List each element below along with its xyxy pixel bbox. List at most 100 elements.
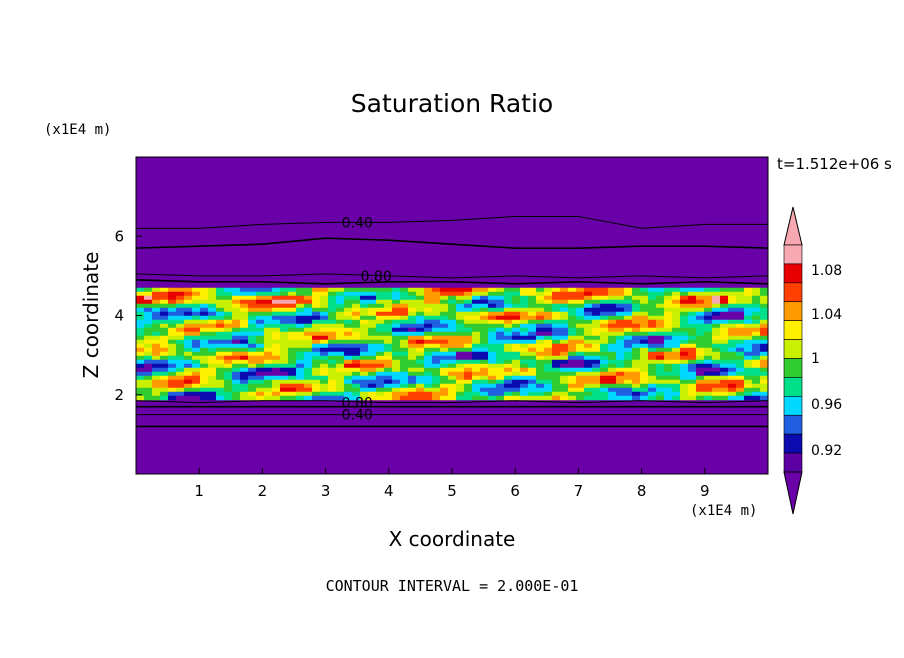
field-cell bbox=[672, 331, 681, 337]
field-cell bbox=[424, 291, 433, 297]
field-cell bbox=[400, 359, 409, 365]
field-cell bbox=[688, 323, 697, 329]
field-cell bbox=[240, 379, 249, 385]
field-cell bbox=[728, 323, 737, 329]
field-cell bbox=[376, 387, 385, 393]
field-cell bbox=[672, 291, 681, 297]
field-cell bbox=[672, 299, 681, 305]
field-cell bbox=[312, 335, 321, 341]
field-cell bbox=[456, 347, 465, 353]
field-cell bbox=[712, 343, 721, 349]
field-cell bbox=[400, 295, 409, 301]
field-cell bbox=[424, 315, 433, 321]
field-cell bbox=[664, 331, 673, 337]
field-cell bbox=[240, 363, 249, 369]
field-cell bbox=[272, 299, 281, 305]
field-cell bbox=[240, 395, 249, 401]
field-cell bbox=[568, 379, 577, 385]
field-cell bbox=[616, 359, 625, 365]
field-cell bbox=[200, 331, 209, 337]
field-cell bbox=[752, 359, 761, 365]
field-cell bbox=[752, 391, 761, 397]
field-cell bbox=[728, 335, 737, 341]
field-cell bbox=[392, 307, 401, 313]
field-cell bbox=[672, 335, 681, 341]
field-cell bbox=[392, 295, 401, 301]
field-cell bbox=[152, 363, 161, 369]
field-cell bbox=[520, 327, 529, 333]
field-cell bbox=[672, 343, 681, 349]
field-cell bbox=[416, 351, 425, 357]
field-cell bbox=[632, 367, 641, 373]
field-cell bbox=[504, 291, 513, 297]
field-cell bbox=[552, 339, 561, 345]
field-cell bbox=[504, 311, 513, 317]
field-cell bbox=[688, 343, 697, 349]
field-cell bbox=[744, 387, 753, 393]
field-cell bbox=[712, 391, 721, 397]
field-cell bbox=[560, 303, 569, 309]
field-cell bbox=[560, 323, 569, 329]
field-cell bbox=[704, 291, 713, 297]
field-cell bbox=[368, 343, 377, 349]
field-cell bbox=[568, 335, 577, 341]
field-cell bbox=[232, 375, 241, 381]
field-cell bbox=[168, 347, 177, 353]
field-cell bbox=[544, 311, 553, 317]
field-cell bbox=[592, 355, 601, 361]
field-cell bbox=[552, 355, 561, 361]
field-cell bbox=[464, 375, 473, 381]
field-cell bbox=[136, 387, 145, 393]
field-cell bbox=[760, 295, 768, 301]
field-cell bbox=[328, 335, 337, 341]
field-cell bbox=[648, 391, 657, 397]
field-cell bbox=[528, 383, 537, 389]
field-cell bbox=[384, 299, 393, 305]
field-cell bbox=[720, 303, 729, 309]
field-cell bbox=[528, 347, 537, 353]
field-cell bbox=[280, 307, 289, 313]
field-cell bbox=[576, 307, 585, 313]
field-cell bbox=[240, 343, 249, 349]
field-cell bbox=[232, 351, 241, 357]
field-cell bbox=[344, 395, 353, 401]
field-cell bbox=[216, 299, 225, 305]
field-cell bbox=[392, 363, 401, 369]
field-cell bbox=[344, 291, 353, 297]
field-cell bbox=[712, 351, 721, 357]
field-cell bbox=[392, 327, 401, 333]
field-cell bbox=[640, 347, 649, 353]
field-cell bbox=[688, 311, 697, 317]
field-cell bbox=[432, 351, 441, 357]
field-cell bbox=[176, 335, 185, 341]
field-cell bbox=[224, 295, 233, 301]
field-cell bbox=[456, 331, 465, 337]
colorbar-segment bbox=[783, 452, 803, 473]
field-cell bbox=[176, 375, 185, 381]
field-cell bbox=[688, 379, 697, 385]
field-cell bbox=[576, 291, 585, 297]
field-cell bbox=[592, 319, 601, 325]
field-cell bbox=[400, 323, 409, 329]
field-cell bbox=[608, 287, 617, 293]
field-cell bbox=[552, 351, 561, 357]
field-cell bbox=[608, 335, 617, 341]
field-cell bbox=[624, 307, 633, 313]
field-cell bbox=[456, 319, 465, 325]
field-cell bbox=[432, 395, 441, 401]
field-cell bbox=[496, 347, 505, 353]
field-cell bbox=[328, 347, 337, 353]
field-cell bbox=[176, 363, 185, 369]
field-cell bbox=[648, 375, 657, 381]
field-cell bbox=[424, 359, 433, 365]
field-cell bbox=[488, 323, 497, 329]
field-cell bbox=[160, 355, 169, 361]
field-cell bbox=[216, 311, 225, 317]
field-cell bbox=[280, 323, 289, 329]
y-unit-label: (x1E4 m) bbox=[44, 122, 111, 138]
field-cell bbox=[280, 351, 289, 357]
field-cell bbox=[752, 323, 761, 329]
field-cell bbox=[552, 359, 561, 365]
field-cell bbox=[424, 395, 433, 401]
field-cell bbox=[472, 335, 481, 341]
